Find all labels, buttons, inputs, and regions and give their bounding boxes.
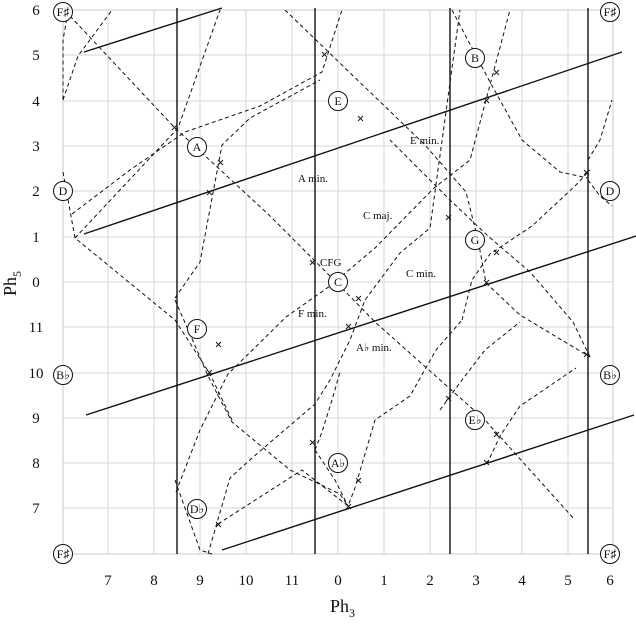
svg-text:B♭: B♭ [56,368,70,382]
svg-text:F♯: F♯ [57,5,70,19]
node-c: C [328,272,348,292]
node-f-sharp: F♯ [600,2,620,22]
y-tick: 6 [32,3,40,19]
y-tick: 5 [32,48,40,64]
svg-text:A: A [193,140,202,154]
y-tick: 3 [32,139,40,155]
region-label-f-minor: F min. [298,308,327,320]
svg-text:A♭: A♭ [331,456,345,470]
y-tick: 1 [32,230,40,246]
y-axis-ticks: 6 5 4 3 2 1 0 11 10 9 8 7 [29,3,44,517]
svg-text:F♯: F♯ [604,547,617,561]
x-tick: 6 [606,573,614,589]
svg-text:F♯: F♯ [604,5,617,19]
region-label-a-minor: A min. [298,173,328,185]
y-tick: 7 [32,501,40,517]
svg-text:E♭: E♭ [469,413,482,427]
y-axis-title: Ph5 [0,271,24,296]
y-tick: 10 [29,366,44,382]
svg-text:D: D [606,184,615,198]
x-tick: 11 [285,573,299,589]
x-tick: 10 [239,573,254,589]
node-f-sharp: F♯ [600,544,620,564]
node-d: D [53,181,73,201]
node-a-flat: A♭ [328,453,348,473]
x-tick: 7 [104,573,112,589]
node-b-flat: B♭ [53,365,73,385]
svg-text:C: C [334,275,342,289]
y-tick: 2 [32,184,40,200]
y-tick: 0 [32,275,40,291]
node-f-sharp: F♯ [53,544,73,564]
region-label-ab-minor: A♭ min. [356,342,392,354]
dashed-lines [62,9,613,555]
y-tick: 11 [29,320,43,336]
node-d-flat: D♭ [187,499,207,519]
svg-text:E: E [334,94,341,108]
intersection-marks [171,51,590,528]
node-b-flat: B♭ [600,365,620,385]
region-label-c-minor: C min. [406,268,436,280]
vertical-boundary-lines [176,8,589,554]
node-f: F [187,319,207,339]
svg-text:D: D [59,184,68,198]
grid-lines [62,9,614,555]
x-axis-ticks: 7 8 9 10 11 0 1 2 3 4 5 6 [104,573,614,589]
y-tick: 4 [32,94,40,110]
x-tick: 1 [380,573,388,589]
x-tick: 9 [196,573,204,589]
node-f-sharp: F♯ [53,2,73,22]
x-tick: 2 [426,573,434,589]
x-tick: 4 [518,573,526,589]
x-axis-title: Ph3 [330,596,355,620]
region-label-cfg: CFG [320,257,341,269]
diagonal-boundary-lines [83,7,636,551]
node-a: A [187,137,207,157]
region-label-e-minor: E min. [410,135,440,147]
node-e: E [328,91,348,111]
svg-text:G: G [471,233,480,247]
y-tick: 9 [32,411,40,427]
svg-text:F: F [194,322,201,336]
x-tick: 8 [150,573,158,589]
region-labels: E min. A min. C maj. CFG C min. F min. A… [298,135,440,354]
svg-text:B♭: B♭ [603,368,617,382]
region-label-c-major: C maj. [363,210,393,222]
y-tick: 8 [32,456,40,472]
svg-text:F♯: F♯ [57,547,70,561]
node-g: G [465,230,485,250]
node-d: D [600,181,620,201]
x-tick: 0 [334,573,342,589]
pitch-nodes: F♯ F♯ F♯ F♯ D D B♭ B♭ [53,2,620,564]
x-tick: 5 [564,573,572,589]
node-b: B [465,48,485,68]
svg-text:B: B [471,51,479,65]
svg-text:D♭: D♭ [190,502,204,516]
x-tick: 3 [472,573,480,589]
node-e-flat: E♭ [465,410,485,430]
